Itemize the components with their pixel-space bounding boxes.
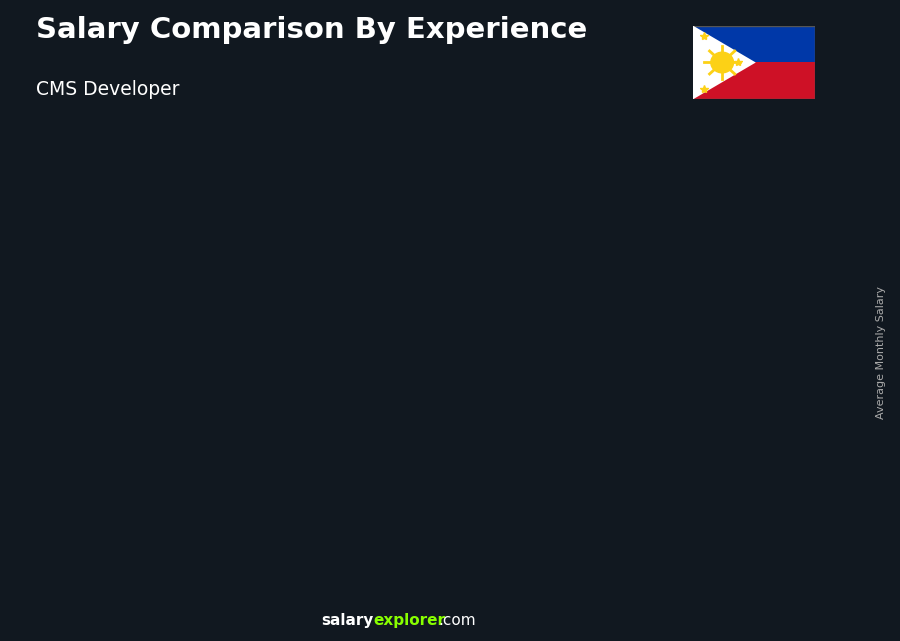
Polygon shape (71, 425, 154, 429)
Polygon shape (71, 429, 141, 545)
Circle shape (711, 52, 733, 73)
Polygon shape (582, 240, 591, 545)
Text: 10 to 15: 10 to 15 (455, 576, 524, 590)
Polygon shape (269, 385, 282, 545)
Polygon shape (199, 385, 282, 390)
Text: Salary Comparison By Experience: Salary Comparison By Experience (36, 16, 587, 44)
Polygon shape (454, 256, 537, 265)
Text: +48%: +48% (260, 263, 319, 281)
Text: 15 to 20: 15 to 20 (583, 576, 652, 590)
Polygon shape (199, 390, 269, 545)
Polygon shape (327, 315, 397, 545)
Polygon shape (693, 26, 814, 99)
Text: Average Monthly Salary: Average Monthly Salary (877, 286, 886, 419)
Polygon shape (693, 62, 814, 99)
Text: 18,100 PHP: 18,100 PHP (0, 437, 65, 451)
Text: +22%: +22% (388, 211, 446, 229)
Polygon shape (199, 390, 208, 545)
Text: 35,800 PHP: 35,800 PHP (248, 338, 320, 352)
Polygon shape (710, 215, 719, 545)
Polygon shape (327, 315, 336, 545)
Polygon shape (327, 307, 410, 315)
Polygon shape (582, 240, 652, 545)
Polygon shape (141, 425, 154, 545)
Polygon shape (397, 307, 410, 545)
Text: .com: .com (438, 613, 476, 628)
Polygon shape (693, 26, 814, 62)
Text: CMS Developer: CMS Developer (36, 80, 179, 99)
Polygon shape (454, 265, 464, 545)
Text: +34%: +34% (133, 339, 191, 357)
Text: 24,200 PHP: 24,200 PHP (121, 403, 193, 417)
Text: 20+ Years: 20+ Years (704, 576, 787, 590)
Polygon shape (652, 229, 665, 545)
Polygon shape (710, 203, 793, 215)
Polygon shape (710, 215, 780, 545)
Polygon shape (525, 256, 537, 545)
Text: salary: salary (321, 613, 374, 628)
Text: 2 to 5: 2 to 5 (210, 576, 258, 590)
Polygon shape (693, 26, 756, 99)
Text: explorer: explorer (374, 613, 446, 628)
Text: < 2 Years: < 2 Years (68, 576, 145, 590)
Polygon shape (454, 265, 525, 545)
Text: +9%: +9% (522, 183, 568, 201)
Text: 47,600 PHP: 47,600 PHP (504, 273, 576, 286)
Text: 51,500 PHP: 51,500 PHP (631, 251, 704, 264)
Text: +8%: +8% (650, 156, 696, 174)
Text: 5 to 10: 5 to 10 (333, 576, 391, 590)
Polygon shape (71, 429, 80, 545)
Text: 43,600 PHP: 43,600 PHP (376, 296, 448, 308)
Polygon shape (582, 229, 665, 240)
Polygon shape (780, 203, 793, 545)
